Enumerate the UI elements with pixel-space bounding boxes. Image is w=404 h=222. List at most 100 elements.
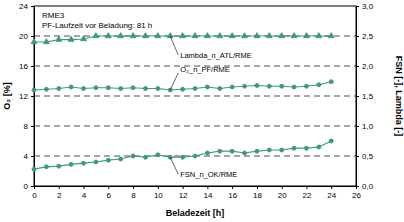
marker — [218, 149, 222, 153]
tick-label: 10 — [154, 191, 163, 200]
tick-mark — [282, 186, 283, 189]
marker — [144, 87, 148, 91]
series-label: FSN_n_OK/RME — [180, 170, 237, 179]
tick: 0,0 — [356, 182, 374, 191]
tick-label: 16 — [19, 62, 28, 71]
tick: 20 — [19, 32, 34, 41]
tick-mark — [31, 96, 34, 97]
tick: 16 — [19, 62, 34, 71]
marker — [193, 154, 197, 158]
marker — [218, 87, 222, 91]
axis-line — [357, 7, 360, 187]
tick-mark — [84, 186, 85, 189]
tick: 14 — [203, 186, 212, 200]
tick-label: 22 — [303, 191, 312, 200]
tick: 4 — [24, 152, 34, 161]
tick-label: 4 — [82, 191, 87, 200]
marker — [329, 139, 333, 143]
tick-label: 0 — [24, 182, 29, 191]
tick-mark — [306, 186, 307, 189]
marker — [130, 33, 136, 38]
tick: 10 — [154, 186, 163, 200]
tick: 4 — [82, 186, 87, 200]
marker — [44, 87, 48, 91]
tick-mark — [31, 186, 34, 187]
tick-label: 14 — [203, 191, 212, 200]
marker — [131, 154, 135, 158]
marker — [155, 33, 161, 38]
marker — [93, 33, 99, 38]
marker — [156, 153, 160, 157]
grid-line — [34, 96, 356, 97]
leader-line — [170, 73, 178, 90]
marker — [56, 36, 62, 41]
marker — [317, 83, 321, 87]
series-label: Lambda_n_ATL/RME — [180, 51, 252, 60]
marker — [180, 33, 186, 38]
marker — [255, 84, 259, 88]
marker — [305, 84, 309, 88]
tick: 1,0 — [356, 122, 374, 131]
tick-label: 3,0 — [362, 2, 374, 11]
series-line — [34, 141, 331, 169]
x-axis-title: Beladezeit [h] — [166, 208, 225, 218]
tick-mark — [31, 6, 34, 7]
series-labels: Lambda_n_ATL/RMEO₂_n_PF/RMEFSN_n_OK/RME — [170, 36, 252, 179]
marker — [292, 146, 296, 150]
leader-line — [170, 157, 178, 174]
marker — [57, 87, 61, 91]
tick: 8 — [131, 186, 136, 200]
marker — [205, 151, 209, 155]
marker — [181, 87, 185, 91]
tick: 0 — [24, 182, 34, 191]
series — [32, 80, 333, 92]
marker — [94, 160, 98, 164]
tick-label: 1,0 — [362, 122, 374, 131]
marker — [143, 33, 149, 38]
marker — [81, 36, 87, 41]
marker — [279, 33, 285, 38]
tick-label: 12 — [179, 191, 188, 200]
tick: 18 — [253, 186, 262, 200]
leader-line — [170, 36, 178, 55]
tick-mark — [31, 156, 34, 157]
marker — [243, 84, 247, 88]
marker — [205, 33, 211, 38]
tick-mark — [356, 6, 359, 7]
tick: 24 — [327, 186, 336, 200]
marker — [156, 87, 160, 91]
tick: 22 — [303, 186, 312, 200]
tick-label: 8 — [131, 191, 136, 200]
tick-mark — [356, 36, 359, 37]
y-axis-title: O₂ [%] — [2, 82, 12, 110]
marker — [292, 85, 296, 89]
tick: 2 — [57, 186, 62, 200]
tick-mark — [31, 66, 34, 67]
marker — [230, 149, 234, 153]
marker — [229, 33, 235, 38]
series — [31, 33, 334, 44]
tick: 0,5 — [356, 152, 374, 161]
plot-frame — [34, 6, 356, 186]
tick-label: 20 — [278, 191, 287, 200]
marker — [243, 151, 247, 155]
marker — [119, 157, 123, 161]
tick-label: 0,0 — [362, 182, 374, 191]
tick: 24 — [19, 2, 34, 11]
tick-label: 2,0 — [362, 62, 374, 71]
tick: 6 — [107, 186, 112, 200]
y2-axis-title: FSN [-], Lambda [-] — [394, 56, 404, 137]
marker — [217, 33, 223, 38]
marker — [242, 33, 248, 38]
tick-mark — [356, 156, 359, 157]
marker — [44, 165, 48, 169]
marker — [82, 161, 86, 165]
marker — [328, 33, 334, 38]
tick-label: 24 — [327, 191, 336, 200]
marker — [291, 33, 297, 38]
subtitle: PF-Laufzeit vor Beladung: 81 h — [42, 21, 152, 30]
marker — [69, 85, 73, 89]
marker — [94, 86, 98, 90]
tick: 2,0 — [356, 62, 374, 71]
axis-line — [31, 7, 35, 187]
